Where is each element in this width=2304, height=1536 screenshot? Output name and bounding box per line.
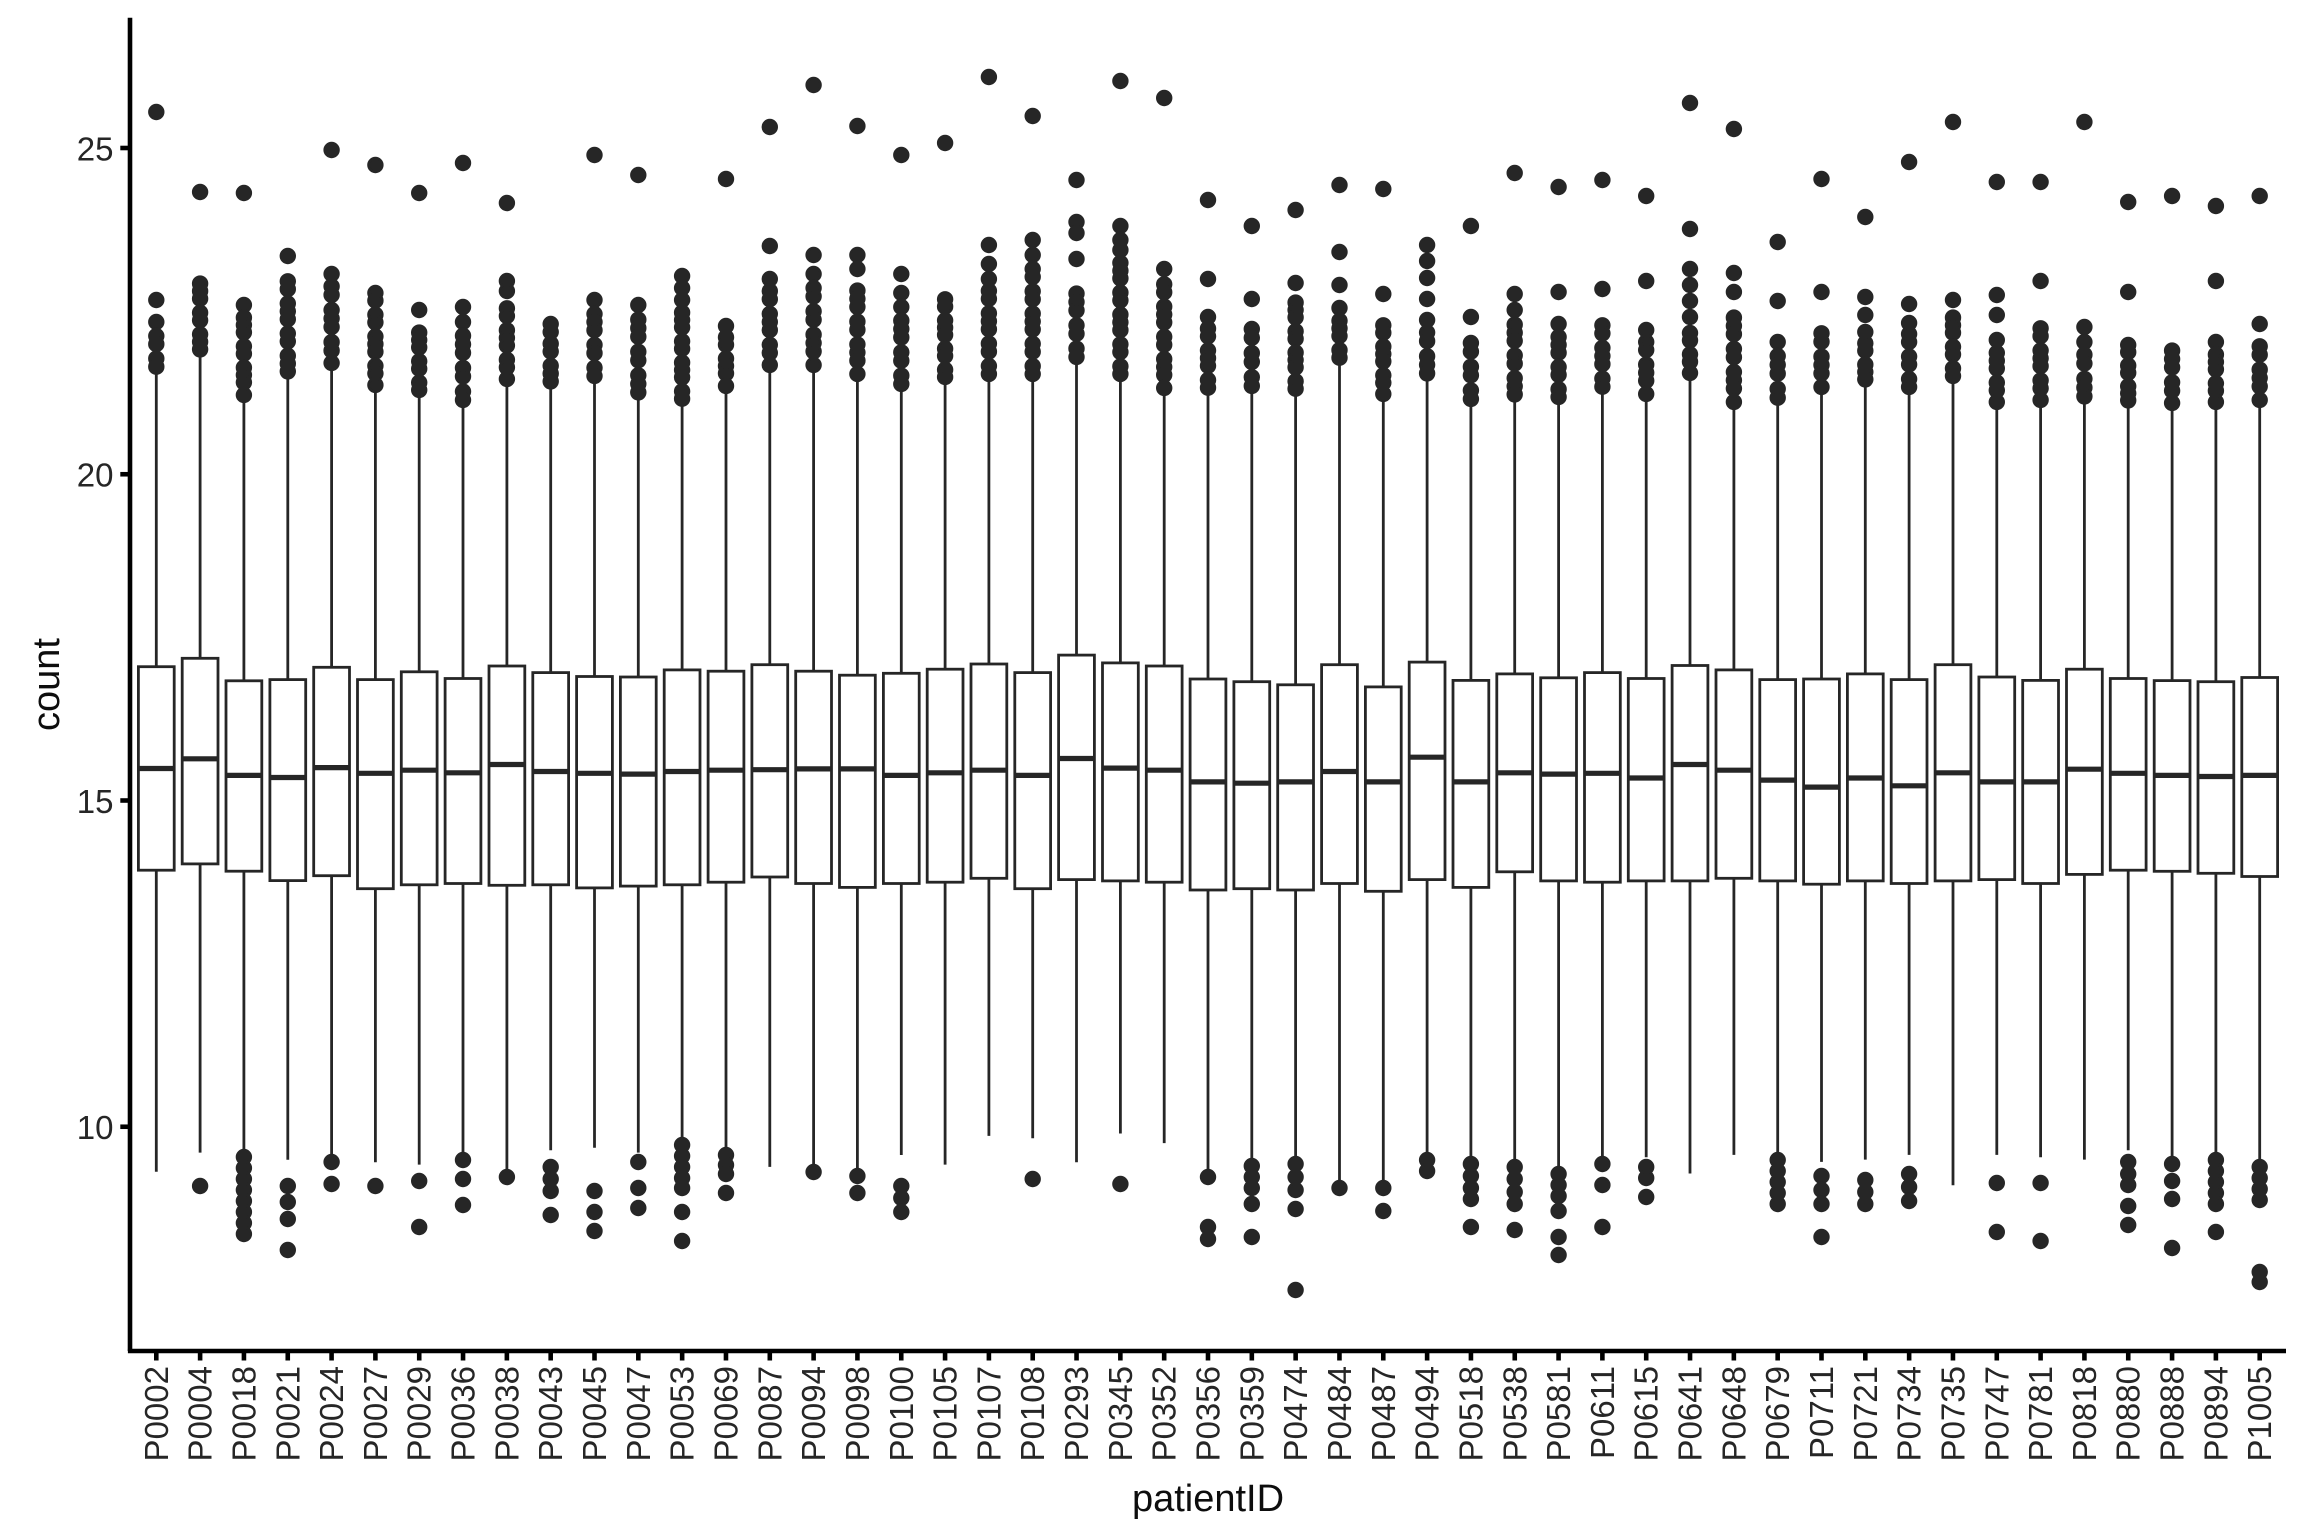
svg-text:P0108: P0108: [1014, 1366, 1051, 1461]
svg-text:P0038: P0038: [488, 1366, 525, 1461]
svg-text:P0087: P0087: [751, 1366, 788, 1461]
svg-text:P0487: P0487: [1365, 1366, 1402, 1461]
svg-text:P0721: P0721: [1847, 1366, 1884, 1461]
svg-text:P0352: P0352: [1146, 1366, 1183, 1461]
svg-text:P0880: P0880: [2110, 1366, 2147, 1461]
svg-text:P0098: P0098: [839, 1366, 876, 1461]
svg-text:P0615: P0615: [1628, 1366, 1665, 1461]
svg-text:P0494: P0494: [1409, 1366, 1446, 1461]
svg-text:P0474: P0474: [1277, 1366, 1314, 1461]
svg-text:P0484: P0484: [1321, 1366, 1358, 1461]
svg-text:P0002: P0002: [138, 1366, 175, 1461]
svg-text:P0345: P0345: [1102, 1366, 1139, 1461]
svg-text:25: 25: [77, 130, 114, 167]
svg-text:P1005: P1005: [2241, 1366, 2278, 1461]
svg-text:P0648: P0648: [1715, 1366, 1752, 1461]
svg-text:P0356: P0356: [1190, 1366, 1227, 1461]
svg-text:P0094: P0094: [795, 1366, 832, 1461]
svg-text:15: 15: [77, 783, 114, 820]
svg-text:P0027: P0027: [357, 1366, 394, 1461]
svg-text:P0641: P0641: [1672, 1366, 1709, 1461]
svg-text:P0107: P0107: [970, 1366, 1007, 1461]
svg-text:count: count: [26, 638, 68, 731]
svg-text:P0069: P0069: [707, 1366, 744, 1461]
svg-text:10: 10: [77, 1109, 114, 1146]
svg-text:20: 20: [77, 457, 114, 494]
svg-text:P0021: P0021: [269, 1366, 306, 1461]
svg-text:P0359: P0359: [1233, 1366, 1270, 1461]
svg-text:P0024: P0024: [313, 1366, 350, 1461]
svg-text:P0818: P0818: [2066, 1366, 2103, 1461]
svg-text:P0105: P0105: [927, 1366, 964, 1461]
svg-text:P0611: P0611: [1584, 1366, 1621, 1459]
svg-text:P0781: P0781: [2022, 1366, 2059, 1461]
svg-text:P0581: P0581: [1540, 1366, 1577, 1461]
svg-text:P0029: P0029: [401, 1366, 438, 1461]
svg-text:P0518: P0518: [1452, 1366, 1489, 1461]
svg-text:P0735: P0735: [1934, 1366, 1971, 1461]
svg-text:P0734: P0734: [1891, 1366, 1928, 1461]
svg-text:P0018: P0018: [225, 1366, 262, 1461]
svg-text:P0888: P0888: [2154, 1366, 2191, 1461]
svg-text:patientID: patientID: [1132, 1478, 1284, 1520]
svg-text:P0894: P0894: [2197, 1366, 2234, 1461]
svg-text:P0045: P0045: [576, 1366, 613, 1461]
svg-text:P0293: P0293: [1058, 1366, 1095, 1461]
svg-text:P0053: P0053: [664, 1366, 701, 1461]
svg-text:P0047: P0047: [620, 1366, 657, 1461]
svg-text:P0538: P0538: [1496, 1366, 1533, 1461]
svg-text:P0679: P0679: [1759, 1366, 1796, 1461]
svg-text:P0747: P0747: [1978, 1366, 2015, 1461]
svg-text:P0004: P0004: [182, 1366, 219, 1461]
svg-text:P0036: P0036: [445, 1366, 482, 1461]
svg-text:P0711: P0711: [1803, 1366, 1840, 1459]
svg-text:P0043: P0043: [532, 1366, 569, 1461]
svg-text:P0100: P0100: [883, 1366, 920, 1461]
